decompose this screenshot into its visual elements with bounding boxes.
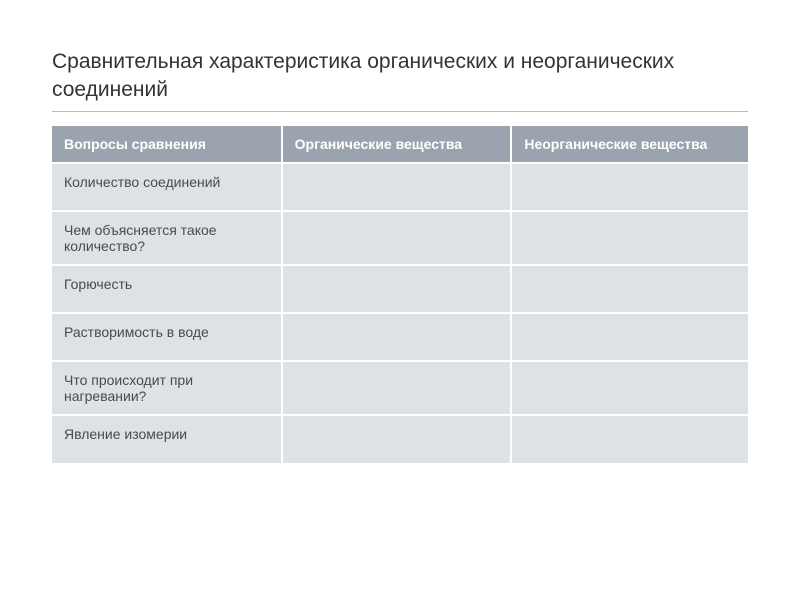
table-row: Растворимость в воде: [52, 313, 748, 361]
cell-inorganic: [511, 265, 748, 313]
cell-organic: [282, 163, 512, 211]
comparison-table: Вопросы сравнения Органические вещества …: [52, 126, 748, 463]
cell-inorganic: [511, 415, 748, 463]
table-row: Явление изомерии: [52, 415, 748, 463]
cell-organic: [282, 265, 512, 313]
cell-question: Явление изомерии: [52, 415, 282, 463]
cell-question: Чем объясняется такое количество?: [52, 211, 282, 265]
page-title: Сравнительная характеристика органически…: [52, 48, 748, 105]
table-row: Что происходит при нагревании?: [52, 361, 748, 415]
cell-organic: [282, 211, 512, 265]
cell-question: Что происходит при нагревании?: [52, 361, 282, 415]
col-header-inorganic: Неорганические вещества: [511, 126, 748, 163]
cell-organic: [282, 415, 512, 463]
cell-organic: [282, 313, 512, 361]
table-header-row: Вопросы сравнения Органические вещества …: [52, 126, 748, 163]
cell-inorganic: [511, 313, 748, 361]
table-row: Горючесть: [52, 265, 748, 313]
cell-question: Растворимость в воде: [52, 313, 282, 361]
cell-inorganic: [511, 211, 748, 265]
cell-inorganic: [511, 361, 748, 415]
title-underline: [52, 111, 748, 112]
table-row: Количество соединений: [52, 163, 748, 211]
cell-organic: [282, 361, 512, 415]
col-header-organic: Органические вещества: [282, 126, 512, 163]
cell-inorganic: [511, 163, 748, 211]
table-row: Чем объясняется такое количество?: [52, 211, 748, 265]
col-header-questions: Вопросы сравнения: [52, 126, 282, 163]
cell-question: Количество соединений: [52, 163, 282, 211]
cell-question: Горючесть: [52, 265, 282, 313]
